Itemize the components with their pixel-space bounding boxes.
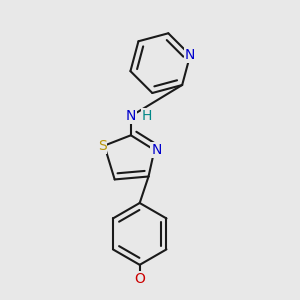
Text: H: H [142, 109, 152, 123]
Text: N: N [185, 48, 195, 62]
Text: O: O [134, 272, 145, 286]
Text: N: N [126, 109, 136, 123]
Text: N: N [152, 143, 162, 157]
Text: S: S [98, 139, 106, 153]
